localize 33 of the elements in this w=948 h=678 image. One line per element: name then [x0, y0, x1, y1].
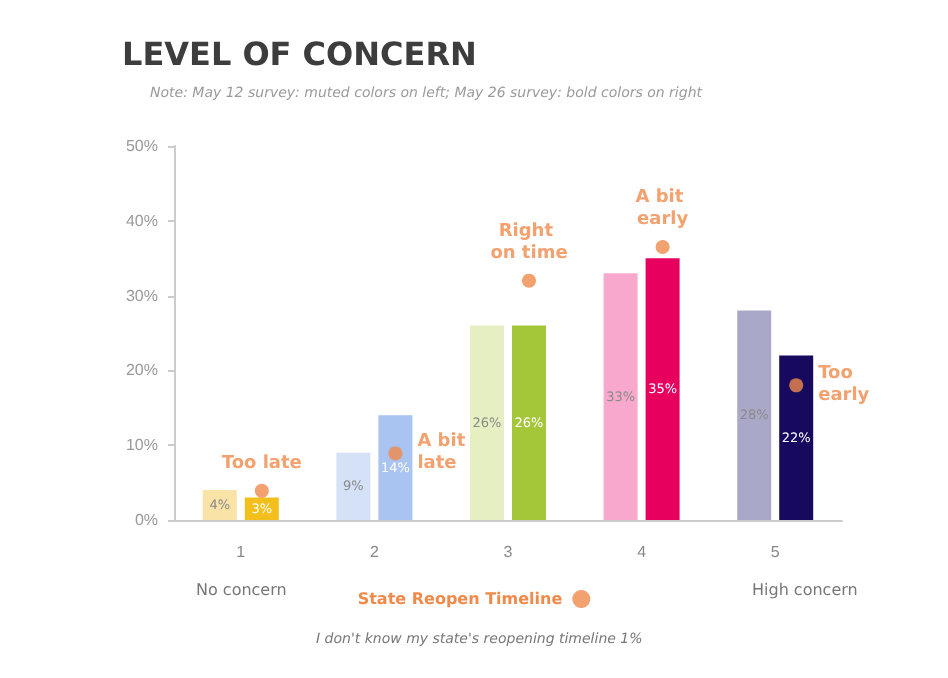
bar [336, 452, 371, 520]
point [655, 239, 670, 254]
bar [779, 355, 814, 520]
annotation: Right on time [490, 221, 568, 264]
point [522, 273, 536, 288]
text: High concern [752, 581, 858, 599]
x-tick-label: 3 [503, 543, 514, 561]
point [388, 446, 403, 461]
point [789, 378, 804, 393]
y-tick-label: 40% [125, 211, 158, 230]
y-tick-label: 10% [125, 436, 158, 455]
annotation: A bit early [635, 187, 690, 230]
chart-title: LEVEL OF CONCERN [122, 35, 477, 73]
bar [645, 258, 680, 520]
annotation: Too late [221, 453, 302, 474]
x-tick-label: 4 [637, 543, 648, 561]
bar [378, 415, 413, 520]
bar [737, 310, 772, 520]
y-tick-label: 50% [125, 137, 158, 155]
bar [603, 273, 638, 520]
point [254, 483, 269, 498]
y-tick-label: 20% [125, 361, 158, 380]
y-tick-label: 30% [125, 286, 158, 305]
x-tick-label: 2 [369, 543, 380, 561]
text: No concern [196, 581, 287, 599]
bar [470, 325, 504, 520]
annotation: Too early [818, 364, 870, 407]
y-tick-label: 0% [134, 511, 158, 529]
legend-label: State Reopen Timeline [357, 590, 564, 608]
bar [512, 325, 546, 520]
annotation: A bit late [417, 432, 472, 475]
x-tick-label: 1 [236, 543, 247, 561]
x-tick-label: 5 [770, 543, 781, 561]
